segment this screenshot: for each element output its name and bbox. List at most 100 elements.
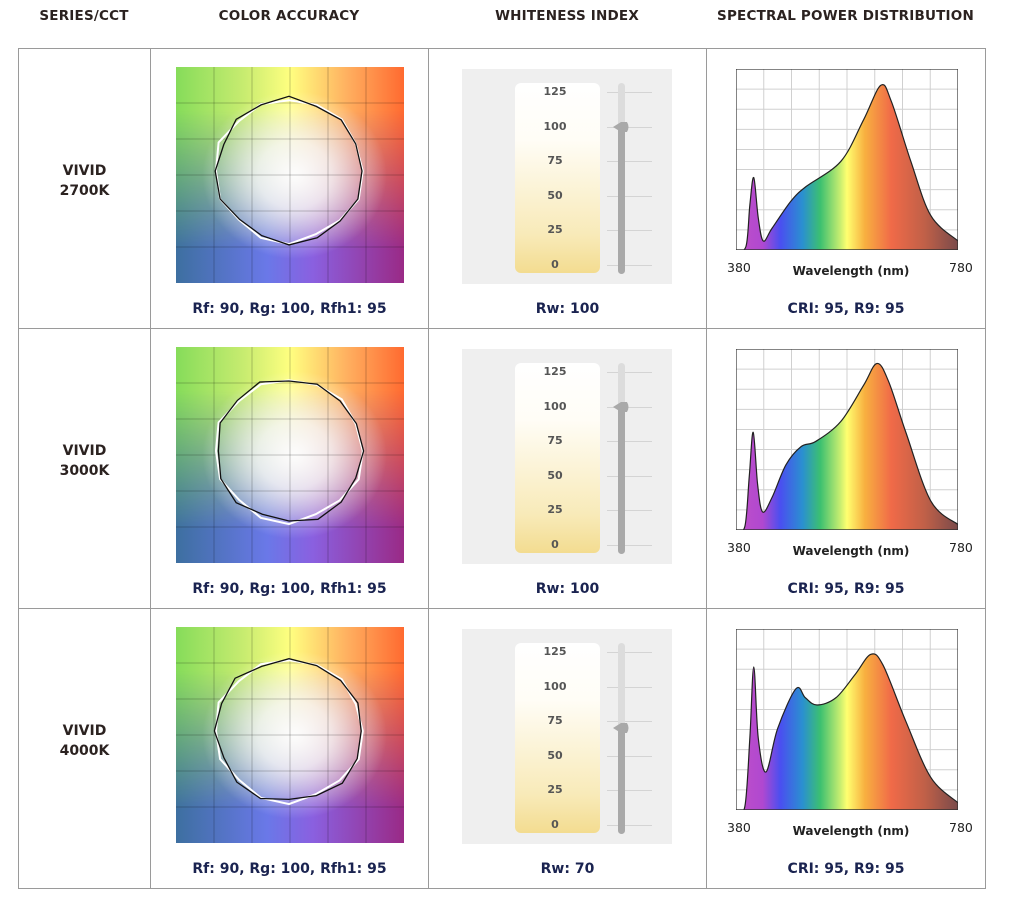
series-name: VIVID — [62, 163, 107, 179]
series-cct: 4000K — [59, 743, 110, 759]
whiteness-tick: 75 — [515, 434, 652, 448]
whiteness-tick: 100 — [515, 399, 652, 414]
whiteness-caption: Rw: 100 — [535, 301, 600, 317]
whiteness-tick: 25 — [515, 783, 652, 797]
spectral-cell: 380 780 Wavelength (nm) CRI: 95, R9: 95 — [706, 328, 986, 609]
whiteness-marker-icon — [613, 401, 629, 412]
table-row: VIVID 4000K Rf: 90, Rg: 100, Rfh1: 95 125… — [18, 608, 986, 889]
tick-label: 125 — [543, 365, 567, 378]
x-tick-780: 780 — [949, 820, 973, 835]
test-source-gamut — [217, 380, 365, 522]
tick-label: 0 — [551, 818, 559, 831]
spectral-caption: CRI: 95, R9: 95 — [787, 581, 905, 597]
spectral-cell: 380 780 Wavelength (nm) CRI: 95, R9: 95 — [706, 48, 986, 329]
tick-label: 100 — [543, 119, 567, 133]
whiteness-tick: 75 — [515, 714, 652, 728]
color-accuracy-cell: Rf: 90, Rg: 100, Rfh1: 95 — [150, 608, 429, 889]
whiteness-tick: 0 — [515, 258, 652, 272]
x-axis-label: Wavelength (nm) — [792, 824, 910, 838]
whiteness-fill — [618, 406, 625, 554]
color-accuracy-cell: Rf: 90, Rg: 100, Rfh1: 95 — [150, 328, 429, 609]
test-source-gamut — [214, 95, 363, 246]
series-name: VIVID — [62, 443, 107, 459]
reference-circle — [214, 659, 364, 806]
whiteness-fill — [618, 728, 625, 834]
whiteness-tick: 0 — [515, 538, 652, 552]
whiteness-tick: 50 — [515, 188, 652, 203]
spectral-cell: 380 780 Wavelength (nm) CRI: 95, R9: 95 — [706, 608, 986, 889]
whiteness-tick: 75 — [515, 154, 652, 168]
header-spectral-power: SPECTRAL POWER DISTRIBUTION — [717, 8, 974, 24]
spd-curve — [736, 653, 958, 810]
tick-label: 25 — [547, 783, 563, 797]
whiteness-tick: 125 — [515, 645, 652, 659]
whiteness-tick: 50 — [515, 468, 652, 483]
tick-label: 25 — [547, 503, 563, 517]
tick-label: 0 — [551, 538, 559, 551]
whiteness-marker-icon — [613, 723, 629, 734]
tick-label: 75 — [547, 434, 563, 448]
whiteness-cell: 125 100 75 50 25 0 Rw: 70 — [428, 608, 707, 889]
tick-label: 75 — [547, 714, 563, 728]
series-cell: VIVID 4000K — [18, 608, 151, 889]
whiteness-fill — [618, 126, 625, 274]
spectral-caption: CRI: 95, R9: 95 — [787, 861, 905, 877]
tick-label: 100 — [543, 679, 567, 693]
spd-curve — [736, 362, 958, 530]
whiteness-scale: 125 100 75 50 25 0 — [462, 349, 672, 564]
header-whiteness-index: WHITENESS INDEX — [495, 8, 639, 24]
tick-label: 50 — [547, 748, 563, 762]
whiteness-tick: 100 — [515, 119, 652, 134]
x-tick-380: 380 — [727, 540, 751, 555]
whiteness-scale: 125 100 75 50 25 0 — [462, 629, 672, 844]
comparison-table: VIVID 2700K Rf: 90, Rg: 100, Rfh1: 95 125… — [18, 48, 986, 889]
table-row: VIVID 3000K Rf: 90, Rg: 100, Rfh1: 95 125… — [18, 328, 986, 609]
table-row: VIVID 2700K Rf: 90, Rg: 100, Rfh1: 95 125… — [18, 48, 986, 329]
color-vector-svg — [176, 627, 404, 843]
series-cct: 2700K — [59, 183, 110, 199]
spd-curve — [736, 84, 958, 250]
whiteness-tick: 100 — [515, 679, 652, 694]
spd-chart — [736, 349, 958, 530]
x-axis-label: Wavelength (nm) — [792, 544, 910, 558]
header-color-accuracy: COLOR ACCURACY — [218, 8, 360, 24]
tick-label: 125 — [543, 85, 567, 98]
spd-chart — [736, 629, 958, 810]
whiteness-tick: 50 — [515, 748, 652, 763]
whiteness-tick: 0 — [515, 818, 652, 832]
tick-label: 50 — [547, 468, 563, 482]
whiteness-tick: 125 — [515, 85, 652, 99]
whiteness-scale: 125 100 75 50 25 0 — [462, 69, 672, 284]
tick-label: 100 — [543, 399, 567, 413]
color-accuracy-caption: Rf: 90, Rg: 100, Rfh1: 95 — [192, 581, 387, 597]
color-accuracy-caption: Rf: 90, Rg: 100, Rfh1: 95 — [192, 301, 387, 317]
tick-label: 125 — [543, 645, 567, 658]
whiteness-cell: 125 100 75 50 25 0 Rw: 100 — [428, 328, 707, 609]
x-axis-label: Wavelength (nm) — [792, 264, 910, 278]
tick-label: 25 — [547, 223, 563, 237]
series-cell: VIVID 3000K — [18, 328, 151, 609]
spd-chart — [736, 69, 958, 250]
tick-label: 50 — [547, 188, 563, 202]
test-source-gamut — [213, 658, 362, 801]
x-tick-780: 780 — [949, 260, 973, 275]
tick-label: 0 — [551, 258, 559, 271]
color-vector-graphic — [176, 627, 404, 843]
color-vector-graphic — [176, 347, 404, 563]
x-tick-780: 780 — [949, 540, 973, 555]
series-cell: VIVID 2700K — [18, 48, 151, 329]
whiteness-caption: Rw: 70 — [540, 861, 595, 877]
color-vector-graphic — [176, 67, 404, 283]
color-vector-svg — [176, 347, 404, 563]
x-tick-380: 380 — [727, 260, 751, 275]
whiteness-marker-icon — [613, 121, 629, 132]
series-cct: 3000K — [59, 463, 110, 479]
x-tick-380: 380 — [727, 820, 751, 835]
header-series-cct: SERIES/CCT — [39, 8, 129, 24]
whiteness-tick: 25 — [515, 503, 652, 517]
color-vector-svg — [176, 67, 404, 283]
whiteness-cell: 125 100 75 50 25 0 Rw: 100 — [428, 48, 707, 329]
color-accuracy-cell: Rf: 90, Rg: 100, Rfh1: 95 — [150, 48, 429, 329]
tick-label: 75 — [547, 154, 563, 168]
whiteness-tick: 125 — [515, 365, 652, 379]
